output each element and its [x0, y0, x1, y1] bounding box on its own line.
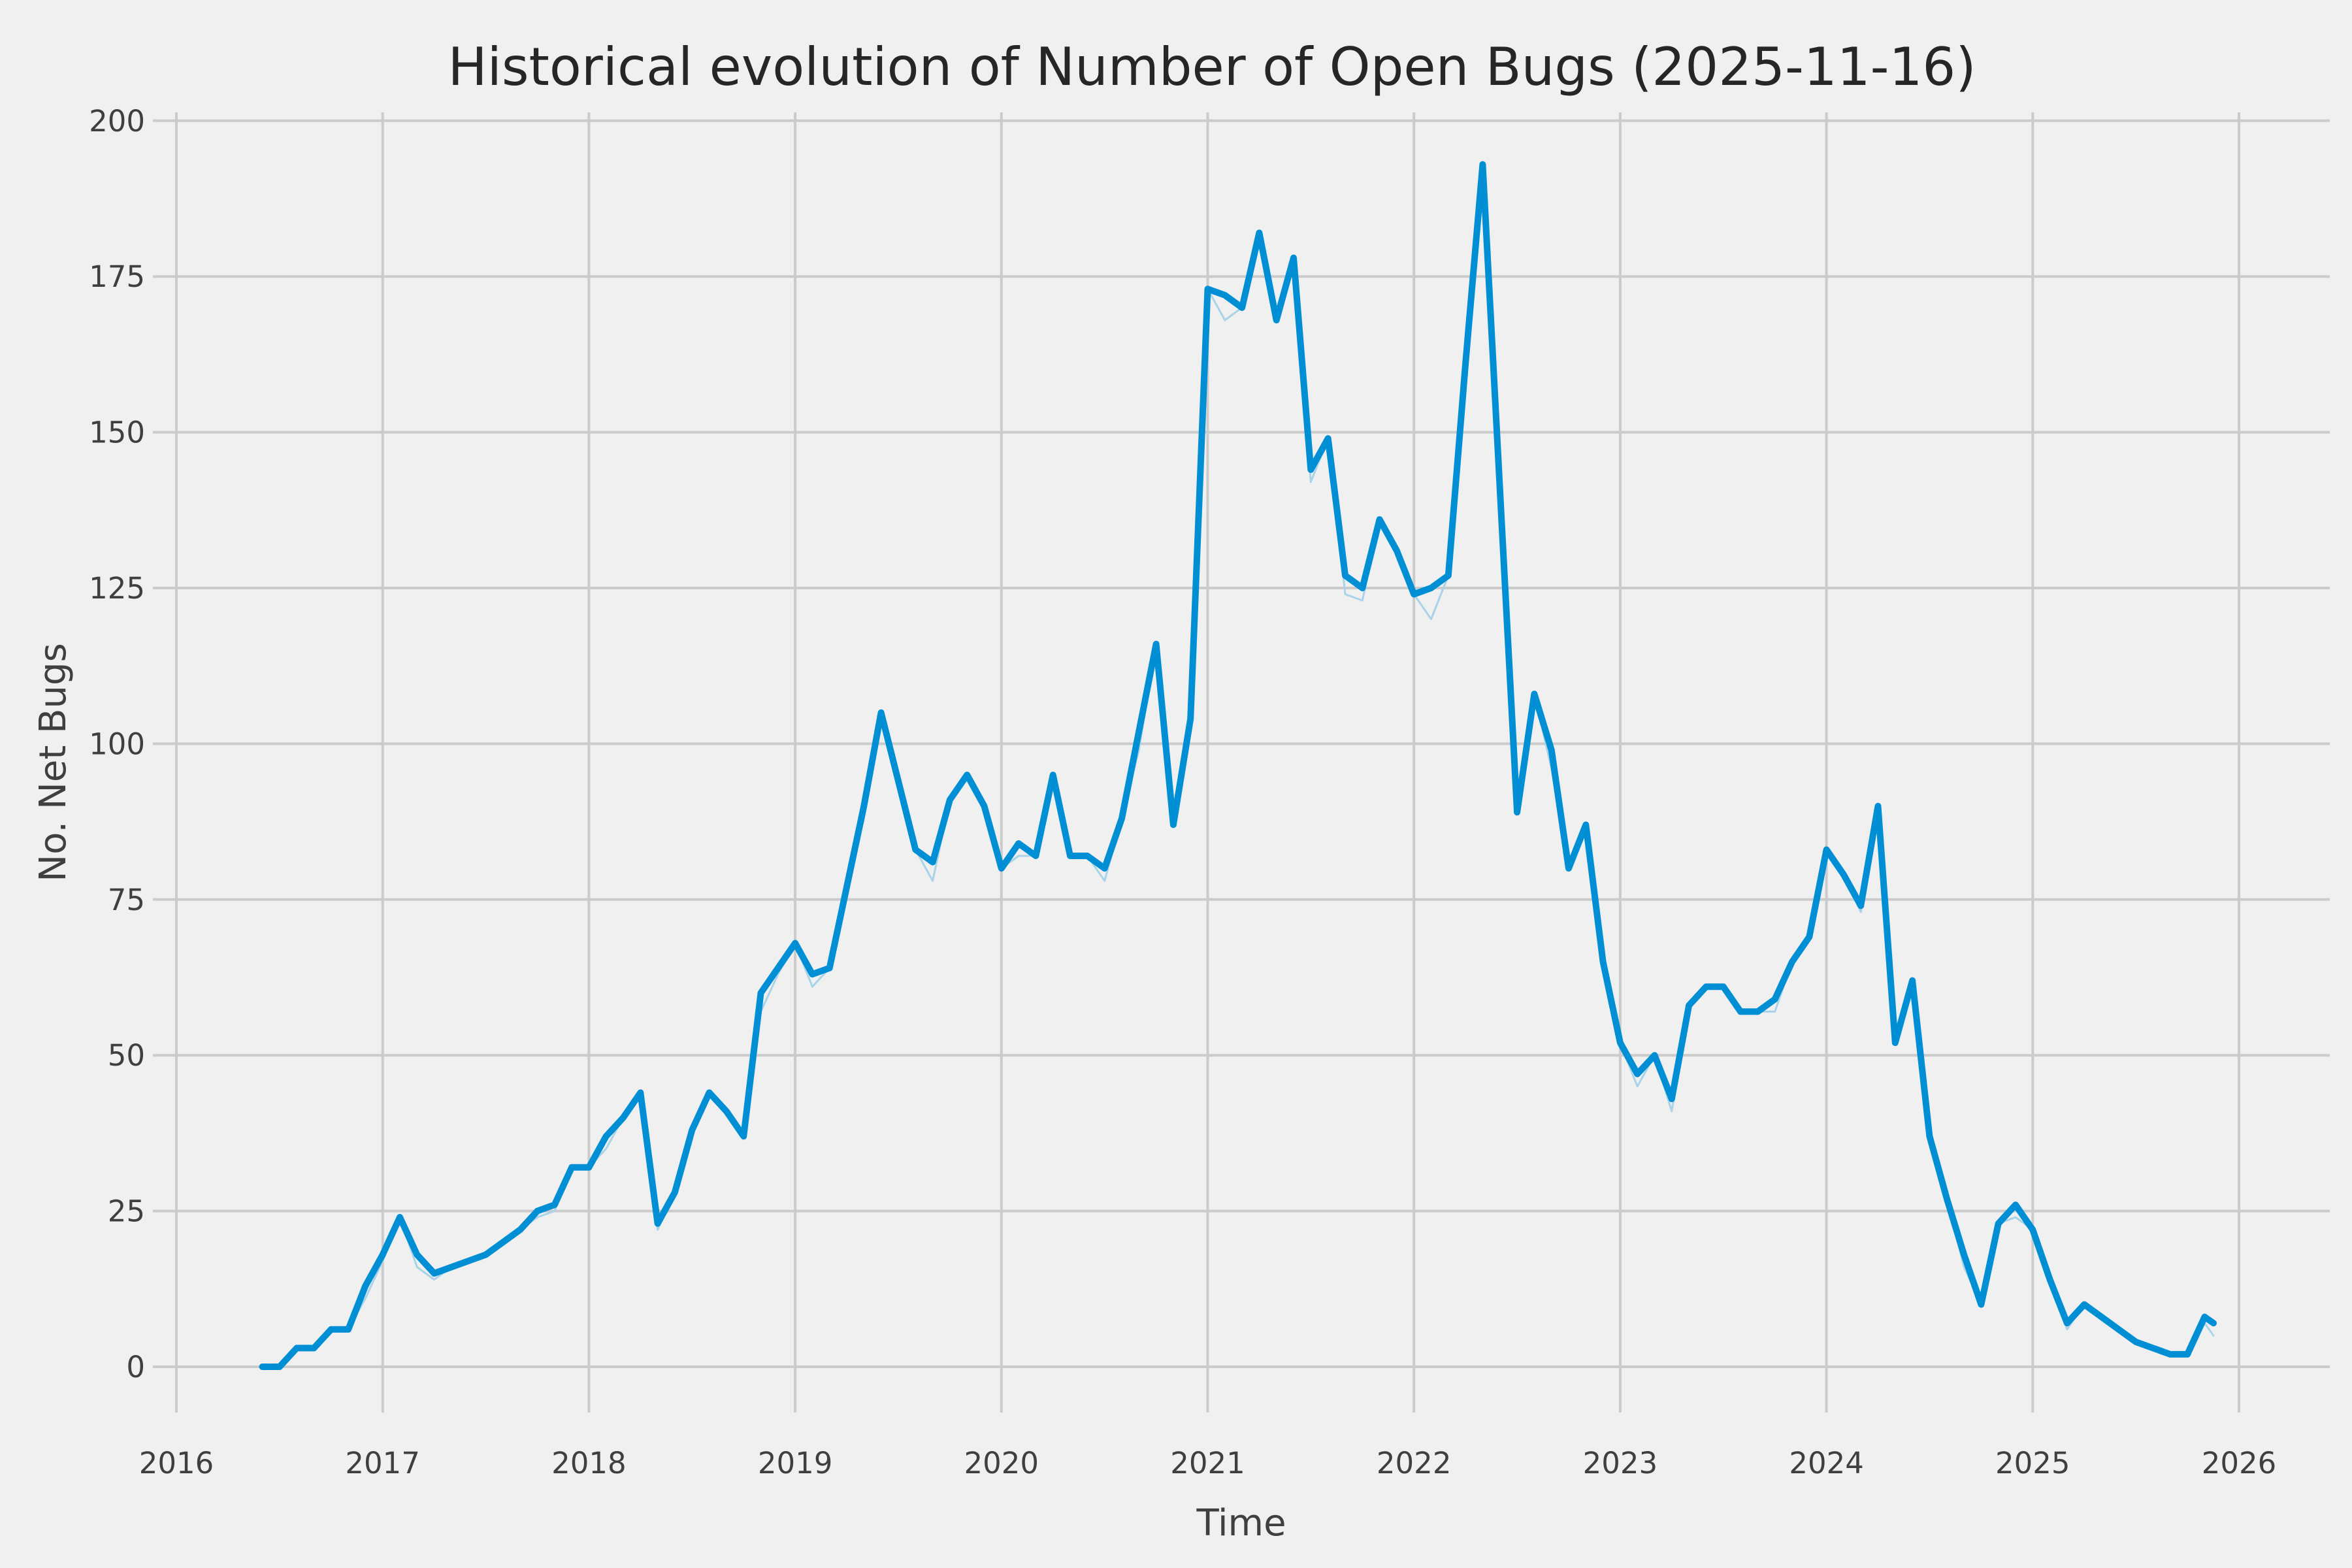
x-tick-label: 2020 [964, 1446, 1039, 1480]
x-tick-label: 2026 [2202, 1446, 2277, 1480]
x-tick-label: 2019 [758, 1446, 833, 1480]
y-tick-label: 100 [89, 727, 145, 761]
x-tick-label: 2024 [1789, 1446, 1864, 1480]
chart-title: Historical evolution of Number of Open B… [448, 37, 1976, 97]
y-tick-label: 25 [108, 1194, 145, 1229]
y-tick-label: 0 [126, 1350, 145, 1384]
x-tick-label: 2016 [139, 1446, 214, 1480]
x-axis-title: Time [1196, 1502, 1286, 1544]
x-tick-label: 2023 [1583, 1446, 1658, 1480]
y-axis-title: No. Net Bugs [32, 643, 74, 882]
grid-layer [153, 112, 2330, 1413]
x-tick-label: 2022 [1377, 1446, 1452, 1480]
y-tick-label: 125 [89, 571, 145, 606]
y-tick-label: 50 [108, 1038, 145, 1073]
x-tick-label: 2021 [1170, 1446, 1245, 1480]
y-tick-label: 75 [108, 883, 145, 917]
x-tick-label: 2025 [1995, 1446, 2070, 1480]
x-tick-label: 2017 [345, 1446, 420, 1480]
y-tick-label: 175 [89, 259, 145, 294]
y-tick-label: 200 [89, 104, 145, 139]
tick-layer: 0 25 50 75 100 125 150 175 200 2016 2017 2018 2019 20… [89, 104, 2276, 1480]
series-layer [259, 161, 2217, 1370]
y-tick-label: 150 [89, 416, 145, 450]
x-tick-label: 2018 [551, 1446, 627, 1480]
main-series-line [259, 161, 2217, 1370]
